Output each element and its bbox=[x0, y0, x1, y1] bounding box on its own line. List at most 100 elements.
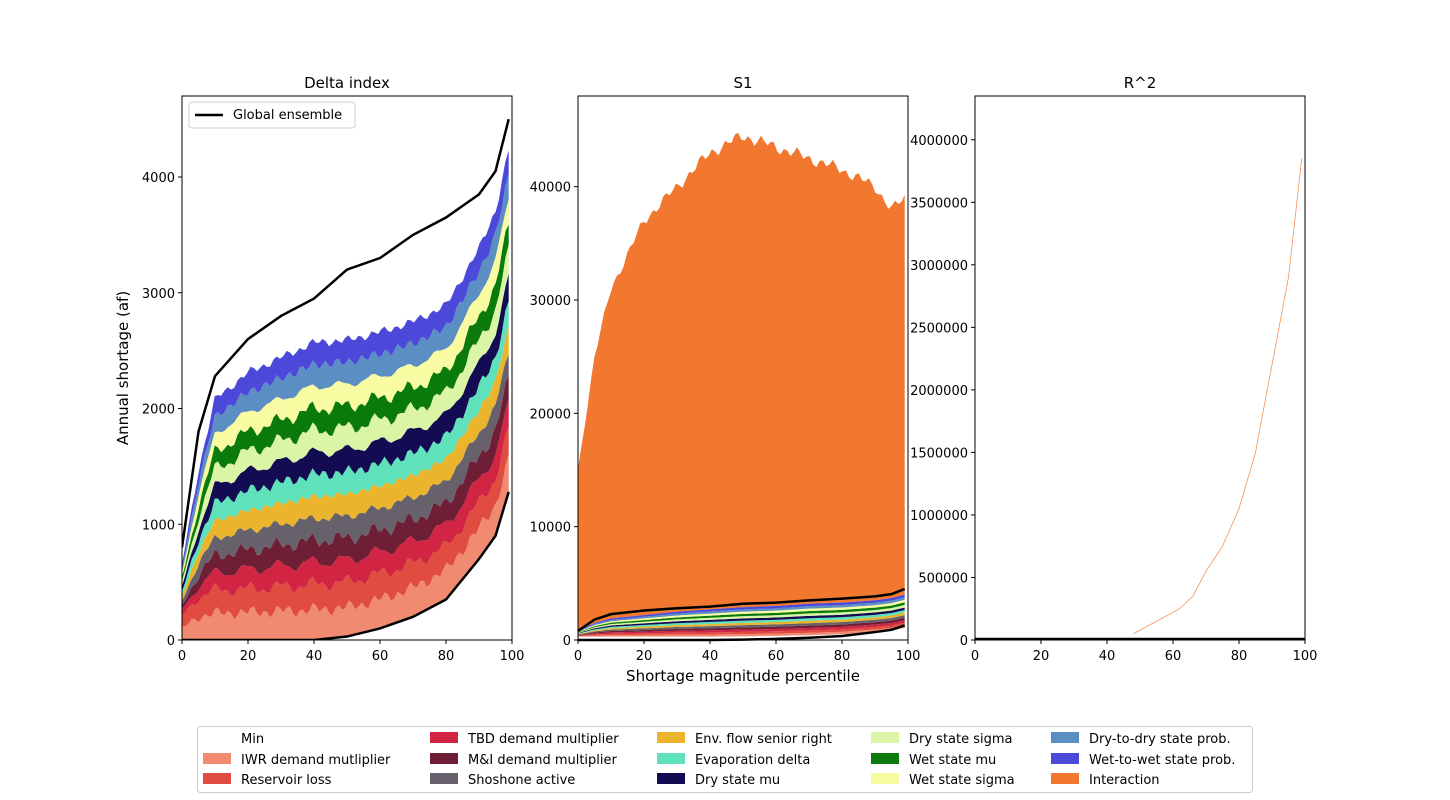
panel-title: R^2 bbox=[1124, 74, 1157, 92]
legend-item: M&I demand multiplier bbox=[430, 753, 618, 768]
x-tick-label: 80 bbox=[1231, 649, 1248, 664]
x-tick-label: 0 bbox=[178, 649, 186, 664]
area-wet-state-sigma bbox=[182, 199, 509, 577]
legend-label: Wet-to-wet state prob. bbox=[1089, 753, 1235, 768]
legend-label: Dry-to-dry state prob. bbox=[1089, 732, 1231, 747]
panel-r2: 0 20 40 60 80 100 0 500000 1000000 1500000 2000000… bbox=[910, 74, 1317, 664]
panel-title: Delta index bbox=[304, 74, 390, 92]
area-tbd-demand-multiplier bbox=[182, 398, 509, 616]
y-tick-label: 30000 bbox=[530, 294, 571, 309]
legend-item: Evaporation delta bbox=[657, 753, 810, 768]
legend-label: Wet state sigma bbox=[909, 773, 1015, 788]
y-tick-label: 4000 bbox=[142, 171, 175, 186]
line-interaction bbox=[1133, 158, 1303, 635]
s1-band-tbd-demand-multiplier bbox=[578, 620, 905, 636]
x-tick-label: 60 bbox=[1165, 649, 1182, 664]
x-tick-label: 80 bbox=[438, 649, 455, 664]
s1-band-m-i-demand-multiplier bbox=[578, 617, 905, 636]
global-ensemble-min-line bbox=[182, 491, 510, 640]
x-tick-label: 0 bbox=[574, 649, 582, 664]
s1-band-env-flow-senior-right bbox=[578, 612, 905, 635]
legend-swatch bbox=[657, 732, 685, 743]
area-env-flow-senior-right bbox=[182, 326, 509, 601]
legend-label: Dry state mu bbox=[695, 773, 780, 788]
legend-label: TBD demand multiplier bbox=[467, 732, 619, 747]
legend-frame bbox=[188, 101, 356, 129]
s1-band-wet-to-wet-state-prob- bbox=[578, 594, 905, 632]
s1-band-reservoir-loss bbox=[578, 622, 905, 637]
area-wet-to-wet-state-prob- bbox=[182, 150, 509, 568]
legend-swatch bbox=[657, 773, 685, 784]
legend-swatch bbox=[871, 773, 899, 784]
x-tick-label: 20 bbox=[1033, 649, 1050, 664]
legend-label: Dry state sigma bbox=[909, 732, 1013, 747]
global-ensemble-legend: Global ensemble bbox=[188, 101, 356, 129]
legend-item: Env. flow senior right bbox=[657, 732, 832, 747]
y-tick-label: 3500000 bbox=[910, 196, 968, 211]
legend-item: Dry state sigma bbox=[871, 732, 1013, 747]
legend-item: Wet state mu bbox=[871, 753, 996, 768]
legend-item: Wet-to-wet state prob. bbox=[1051, 753, 1235, 768]
legend-swatch bbox=[871, 753, 899, 764]
s1-band-iwr-demand-mutliplier bbox=[578, 625, 905, 637]
x-tick-label: 20 bbox=[240, 649, 257, 664]
legend-frame bbox=[197, 726, 1253, 793]
x-tick-label: 40 bbox=[306, 649, 323, 664]
axes-frame bbox=[181, 95, 513, 641]
y-tick-label: 500000 bbox=[918, 571, 968, 586]
legend-item: Dry state mu bbox=[657, 773, 780, 788]
y-tick-label: 1500000 bbox=[910, 446, 968, 461]
legend-item: Dry-to-dry state prob. bbox=[1051, 732, 1231, 747]
legend-swatch bbox=[1051, 732, 1079, 743]
legend-swatch bbox=[430, 732, 458, 743]
y-tick-label: 1000000 bbox=[910, 509, 968, 524]
area-iwr-demand-mutliplier bbox=[182, 454, 509, 640]
legend-item: Wet state sigma bbox=[871, 773, 1015, 788]
area-wet-state-mu bbox=[182, 224, 509, 581]
area-m-i-demand-multiplier bbox=[182, 375, 509, 609]
s1-band-dry-to-dry-state-prob- bbox=[578, 597, 905, 632]
x-tick-label: 60 bbox=[768, 649, 785, 664]
x-tick-label: 0 bbox=[971, 649, 979, 664]
y-tick-label: 0 bbox=[960, 634, 968, 649]
legend-label: Reservoir loss bbox=[241, 773, 332, 788]
s1-band-evaporation-delta bbox=[578, 610, 905, 634]
legend-label: Wet state mu bbox=[909, 753, 996, 768]
global-ensemble-max-line bbox=[577, 587, 906, 632]
legend-label: Shoshone active bbox=[468, 773, 575, 788]
legend-label: Min bbox=[241, 732, 264, 747]
legend-item: Min bbox=[203, 732, 264, 747]
y-tick-label: 0 bbox=[167, 634, 175, 649]
legend-swatch bbox=[1051, 773, 1079, 784]
global-ensemble-max-line bbox=[182, 118, 510, 548]
area-evaporation-delta bbox=[182, 301, 509, 596]
y-tick-label: 1000 bbox=[142, 518, 175, 533]
y-tick-label: 4000000 bbox=[910, 134, 968, 149]
legend-item: Interaction bbox=[1051, 773, 1160, 788]
legend-swatch bbox=[203, 732, 231, 743]
legend-swatch bbox=[657, 753, 685, 764]
s1-band-dry-state-mu bbox=[578, 607, 905, 634]
legend-item: Shoshone active bbox=[430, 773, 575, 788]
panel-s1: 0 20 40 60 80 100 0 10000 20000 30000 40000 S1 bbox=[530, 74, 921, 664]
legend-item: Reservoir loss bbox=[203, 773, 332, 788]
legend-label: M&I demand multiplier bbox=[468, 753, 618, 768]
y-tick-label: 10000 bbox=[530, 521, 571, 536]
legend: Min IWR demand mutliplier Reservoir loss TB… bbox=[197, 726, 1253, 793]
y-tick-label: 3000 bbox=[142, 287, 175, 302]
panel-title: S1 bbox=[733, 74, 752, 92]
legend-label: Interaction bbox=[1089, 773, 1160, 788]
legend-item: IWR demand mutliplier bbox=[203, 753, 391, 768]
area-min bbox=[182, 491, 509, 640]
legend-label: IWR demand mutliplier bbox=[241, 753, 391, 768]
plot-area bbox=[182, 118, 510, 640]
axes-frame bbox=[974, 95, 1306, 641]
legend-swatch bbox=[203, 773, 231, 784]
x-tick-label: 40 bbox=[1099, 649, 1116, 664]
x-tick-label: 60 bbox=[372, 649, 389, 664]
figure-xlabel: Shortage magnitude percentile bbox=[626, 667, 860, 685]
legend-label: Evaporation delta bbox=[695, 753, 810, 768]
x-tick-label: 100 bbox=[896, 649, 921, 664]
